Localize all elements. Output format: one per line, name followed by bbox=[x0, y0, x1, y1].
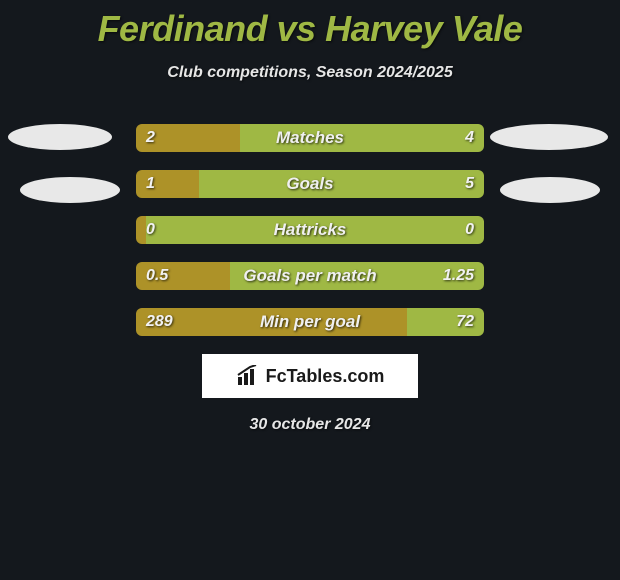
bar-right bbox=[199, 170, 484, 198]
stat-row: 28972Min per goal bbox=[0, 308, 620, 336]
date-label: 30 october 2024 bbox=[0, 416, 620, 434]
stat-right-value: 1.25 bbox=[443, 262, 474, 290]
page-title: Ferdinand vs Harvey Vale bbox=[0, 0, 620, 50]
stat-right-value: 72 bbox=[456, 308, 474, 336]
source-logo: FcTables.com bbox=[202, 354, 418, 398]
bar-left bbox=[136, 308, 407, 336]
stat-right-value: 5 bbox=[465, 170, 474, 198]
stat-left-value: 1 bbox=[146, 170, 155, 198]
logo-text: FcTables.com bbox=[266, 366, 385, 387]
stat-left-value: 2 bbox=[146, 124, 155, 152]
stat-row: 15Goals bbox=[0, 170, 620, 198]
bar-left bbox=[136, 216, 146, 244]
bar-track bbox=[136, 308, 484, 336]
bar-track bbox=[136, 124, 484, 152]
stat-right-value: 0 bbox=[465, 216, 474, 244]
bar-right bbox=[146, 216, 484, 244]
bar-track bbox=[136, 170, 484, 198]
stat-right-value: 4 bbox=[465, 124, 474, 152]
stat-left-value: 0.5 bbox=[146, 262, 168, 290]
stat-row: 0.51.25Goals per match bbox=[0, 262, 620, 290]
bar-track bbox=[136, 216, 484, 244]
barchart-icon bbox=[236, 365, 262, 387]
stat-left-value: 0 bbox=[146, 216, 155, 244]
stat-row: 24Matches bbox=[0, 124, 620, 152]
subtitle: Club competitions, Season 2024/2025 bbox=[0, 64, 620, 82]
bar-track bbox=[136, 262, 484, 290]
stat-left-value: 289 bbox=[146, 308, 173, 336]
stats-container: 24Matches15Goals00Hattricks0.51.25Goals … bbox=[0, 124, 620, 336]
bar-right bbox=[240, 124, 484, 152]
stat-row: 00Hattricks bbox=[0, 216, 620, 244]
